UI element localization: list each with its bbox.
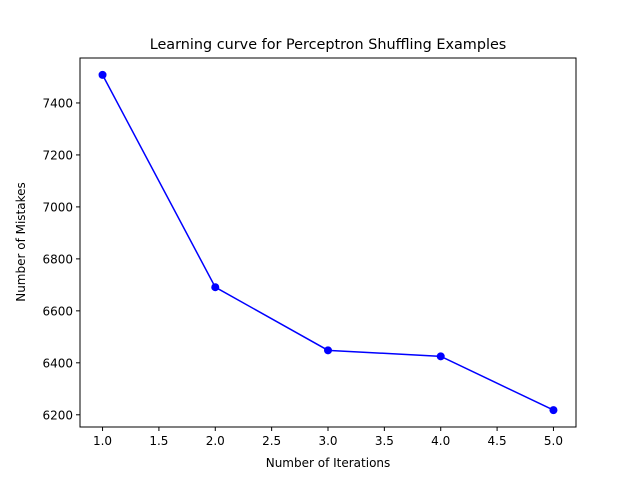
x-tick-label: 1.0 <box>93 434 112 448</box>
y-tick-label: 6800 <box>42 252 73 266</box>
x-tick-label: 2.0 <box>206 434 225 448</box>
data-point <box>436 352 445 361</box>
x-tick-label: 4.0 <box>431 434 450 448</box>
data-point <box>549 406 558 415</box>
x-axis-ticks: 1.0 1.5 2.0 2.5 3.0 3.5 4.0 4.5 5.0 <box>93 427 563 448</box>
data-point <box>98 70 107 79</box>
series-layer <box>98 70 558 415</box>
y-tick-label: 7400 <box>42 96 73 110</box>
y-tick-label: 6400 <box>42 356 73 370</box>
x-tick-label: 2.5 <box>262 434 281 448</box>
x-tick-label: 1.5 <box>149 434 168 448</box>
chart-title: Learning curve for Perceptron Shuffling … <box>150 37 507 53</box>
x-tick-label: 3.0 <box>318 434 337 448</box>
y-axis-ticks: 6200 6400 6600 6800 7000 7200 7400 <box>42 96 80 422</box>
y-tick-label: 6600 <box>42 304 73 318</box>
x-tick-label: 5.0 <box>544 434 563 448</box>
x-axis-label: Number of Iterations <box>266 456 391 470</box>
y-axis-label: Number of Mistakes <box>14 182 28 302</box>
y-tick-label: 7000 <box>42 200 73 214</box>
data-point <box>211 283 220 292</box>
data-point <box>324 346 332 355</box>
y-tick-label: 7200 <box>42 148 73 162</box>
y-tick-label: 6200 <box>42 408 73 422</box>
plot-frame <box>79 57 577 428</box>
x-tick-label: 3.5 <box>375 434 394 448</box>
x-tick-label: 4.5 <box>488 434 507 448</box>
